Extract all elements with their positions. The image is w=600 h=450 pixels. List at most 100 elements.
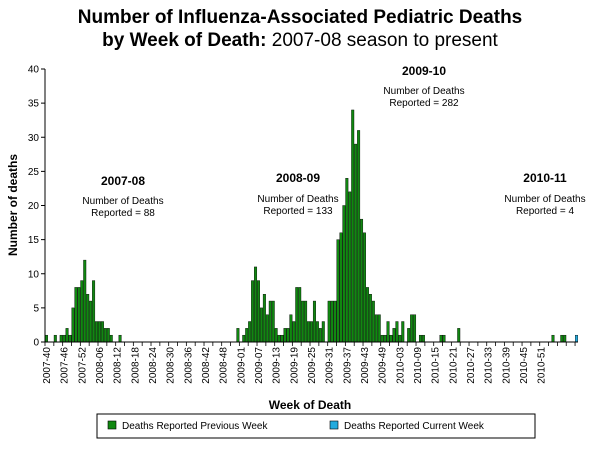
bar-previous-week xyxy=(92,280,96,343)
x-tick-label: 2007-52 xyxy=(77,347,88,384)
bar-previous-week xyxy=(354,143,358,343)
bar-previous-week xyxy=(401,321,405,343)
season-annotation-2009-10: 2009-10 Number of Deaths Reported = 282 xyxy=(383,64,464,109)
bar-previous-week xyxy=(77,287,81,343)
bar-previous-week xyxy=(386,321,390,343)
bar-previous-week xyxy=(383,334,387,343)
bar-previous-week xyxy=(289,314,293,343)
legend-swatch-current xyxy=(329,420,339,430)
chart-title-line2-rest: 2007-08 season to present xyxy=(266,30,498,51)
bar-previous-week xyxy=(109,334,113,343)
bar-previous-week xyxy=(560,334,564,343)
bar-previous-week xyxy=(251,280,255,343)
bar-previous-week xyxy=(62,334,66,343)
x-tick-label: 2009-25 xyxy=(307,347,318,384)
bar-previous-week xyxy=(301,300,305,343)
season-note-line2: Reported = 282 xyxy=(389,98,459,109)
bar-previous-week xyxy=(277,334,281,343)
bar-previous-week xyxy=(457,328,461,343)
bar-previous-week xyxy=(106,328,110,343)
x-tick-label: 2008-24 xyxy=(148,347,159,384)
bar-previous-week xyxy=(59,334,63,343)
x-tick-label: 2010-45 xyxy=(519,347,530,384)
bar-previous-week xyxy=(259,307,263,343)
season-note-line2: Reported = 4 xyxy=(516,206,575,217)
bar-previous-week xyxy=(351,109,355,343)
bar-previous-week xyxy=(68,334,72,343)
bar-previous-week xyxy=(292,321,296,343)
bar-previous-week xyxy=(442,334,446,343)
bar-previous-week xyxy=(377,314,381,343)
season-label: 2008-09 xyxy=(276,171,320,185)
bar-previous-week xyxy=(298,287,302,343)
bar-previous-week xyxy=(398,334,402,343)
season-note-line1: Number of Deaths xyxy=(257,194,338,205)
bar-previous-week xyxy=(348,191,352,343)
chart-title: Number of Influenza-Associated Pediatric… xyxy=(0,6,600,52)
season-note-line2: Reported = 88 xyxy=(91,208,155,219)
bar-previous-week xyxy=(318,328,322,343)
y-tick-label: 5 xyxy=(33,303,39,314)
bar-previous-week xyxy=(98,321,101,343)
bar-previous-week xyxy=(89,300,93,343)
x-tick-label: 2010-15 xyxy=(431,347,442,384)
bar-previous-week xyxy=(245,328,249,343)
legend-frame xyxy=(96,413,536,439)
bar-previous-week xyxy=(395,321,399,343)
bar-previous-week xyxy=(413,314,417,343)
bar-previous-week xyxy=(103,328,107,343)
bar-previous-week xyxy=(392,328,396,343)
bar-previous-week xyxy=(563,334,567,343)
bar-previous-week xyxy=(95,321,99,343)
y-tick-label: 15 xyxy=(28,235,40,246)
bar-previous-week xyxy=(280,334,284,343)
x-tick-label: 2009-31 xyxy=(325,347,336,384)
x-tick-label: 2010-21 xyxy=(448,347,459,384)
bar-previous-week xyxy=(312,300,316,343)
bar-previous-week xyxy=(283,328,287,343)
x-tick-label: 2008-06 xyxy=(95,347,106,384)
bar-previous-week xyxy=(271,300,275,343)
x-tick-label: 2008-36 xyxy=(183,347,194,384)
x-tick-label: 2009-13 xyxy=(272,347,283,384)
bar-previous-week xyxy=(363,232,366,343)
x-tick-label: 2009-01 xyxy=(236,347,247,384)
bar-previous-week xyxy=(83,259,87,343)
bar-previous-week xyxy=(268,300,272,343)
bar-current-week xyxy=(575,334,579,343)
x-tick-label: 2008-30 xyxy=(166,347,177,384)
x-tick-label: 2008-42 xyxy=(201,347,212,384)
x-tick-label: 2009-07 xyxy=(254,347,265,384)
x-tick-label: 2009-49 xyxy=(378,347,389,384)
season-annotation-2007-08: 2007-08 Number of Deaths Reported = 88 xyxy=(82,174,163,219)
y-tick-label: 35 xyxy=(28,99,40,110)
bar-previous-week xyxy=(310,321,313,343)
x-tick-label: 2009-43 xyxy=(360,347,371,384)
x-tick-label: 2009-37 xyxy=(342,347,353,384)
plot-area: 0 5 10 15 20 25 30 35 40 2007-40 2007-46 2007-52 200… xyxy=(28,65,579,384)
x-tick-label: 2010-03 xyxy=(395,347,406,384)
bar-previous-week xyxy=(307,321,311,343)
legend-label-current: Deaths Reported Current Week xyxy=(344,421,485,432)
bar-previous-week xyxy=(327,300,331,343)
season-note-line1: Number of Deaths xyxy=(504,194,585,205)
bar-previous-week xyxy=(333,300,337,343)
bar-previous-week xyxy=(321,321,325,343)
chart-title-line2-bold: by Week of Death: xyxy=(102,30,267,51)
bar-previous-week xyxy=(286,328,290,343)
bar-previous-week xyxy=(360,218,364,343)
bar-previous-week xyxy=(45,334,48,343)
bar-previous-week xyxy=(371,300,375,343)
y-tick-label: 10 xyxy=(28,269,40,280)
season-note-line1: Number of Deaths xyxy=(82,196,163,207)
bar-previous-week xyxy=(71,307,75,343)
chart-title-line1: Number of Influenza-Associated Pediatric… xyxy=(77,7,523,28)
bar-previous-week xyxy=(342,205,346,343)
legend-label-previous: Deaths Reported Previous Week xyxy=(122,421,268,432)
season-annotation-2008-09: 2008-09 Number of Deaths Reported = 133 xyxy=(257,171,338,217)
season-label: 2007-08 xyxy=(101,174,145,188)
y-tick-label: 25 xyxy=(28,167,40,178)
bar-previous-week xyxy=(254,266,258,343)
bar-previous-week xyxy=(53,334,57,343)
bar-previous-week xyxy=(551,334,555,343)
